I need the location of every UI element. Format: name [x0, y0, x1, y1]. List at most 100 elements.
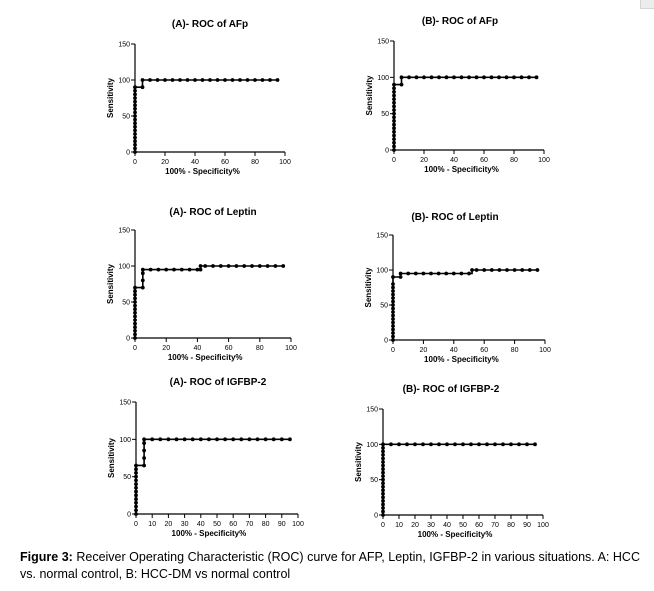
data-point: [381, 506, 385, 510]
data-point: [444, 75, 449, 80]
x-tick-label: 0: [133, 159, 137, 166]
figure-panels: (A)- ROC of AFp 0 50 100 150 0 20 40 60 80 100 100%…: [106, 16, 551, 539]
data-point: [134, 463, 138, 468]
x-tick-label: 80: [510, 157, 518, 164]
data-point: [134, 482, 138, 487]
x-tick-label: 20: [420, 157, 428, 164]
data-point: [436, 271, 441, 276]
data-point: [391, 320, 395, 325]
data-point: [140, 285, 145, 290]
data-point: [533, 442, 537, 447]
data-point: [429, 442, 433, 447]
data-point: [134, 485, 138, 490]
data-point: [133, 128, 137, 133]
data-point: [200, 78, 205, 82]
data-point: [391, 324, 395, 328]
data-point: [392, 82, 396, 87]
y-tick-label: 100: [377, 75, 389, 82]
data-point: [133, 146, 137, 151]
data-point: [381, 445, 385, 450]
data-point: [198, 437, 203, 442]
data-point: [509, 442, 513, 447]
x-tick-label: 0: [133, 345, 137, 352]
data-point: [133, 296, 137, 301]
data-point: [381, 502, 385, 507]
data-point: [226, 264, 231, 268]
data-point: [187, 267, 192, 272]
data-point: [391, 317, 395, 321]
data-point: [140, 267, 145, 272]
caption-label: Figure 3:: [20, 550, 73, 564]
data-point: [133, 285, 137, 290]
x-tick-label: 0: [134, 521, 138, 528]
x-tick-label: 80: [251, 159, 259, 166]
x-tick-label: 20: [165, 521, 173, 528]
y-axis-label: Sensitivity: [354, 441, 363, 482]
data-point: [198, 264, 203, 268]
data-point: [397, 442, 401, 447]
data-point: [156, 267, 161, 272]
data-point: [142, 441, 147, 445]
data-point: [392, 137, 396, 142]
data-point: [247, 437, 252, 442]
data-point: [392, 122, 396, 127]
x-tick-label: 40: [197, 521, 205, 528]
data-point: [525, 442, 529, 447]
y-axis-label: Sensitivity: [365, 75, 374, 116]
data-point: [392, 97, 396, 102]
data-point: [535, 268, 540, 272]
data-point: [381, 481, 385, 486]
data-point: [253, 78, 257, 82]
data-point: [391, 313, 395, 318]
data-point: [381, 509, 385, 514]
data-point: [391, 338, 395, 342]
data-point: [497, 268, 502, 272]
data-point: [381, 513, 385, 517]
data-point: [399, 75, 404, 80]
x-tick-label: 70: [491, 522, 499, 529]
data-point: [392, 148, 396, 152]
x-tick-label: 40: [450, 347, 458, 354]
data-point: [198, 267, 203, 272]
x-tick-label: 100: [279, 159, 291, 166]
chart-title: (B)- ROC of Leptin: [411, 212, 498, 223]
x-tick-label: 90: [278, 521, 286, 528]
data-point: [133, 88, 137, 93]
data-point: [288, 437, 292, 442]
data-point: [381, 442, 385, 447]
data-point: [142, 448, 147, 453]
y-tick-label: 0: [385, 148, 389, 155]
data-point: [260, 78, 265, 82]
data-point: [467, 271, 471, 276]
figure-caption: Figure 3: Receiver Operating Characteris…: [20, 549, 640, 583]
data-point: [273, 264, 278, 268]
y-tick-label: 0: [374, 513, 378, 520]
data-point: [391, 296, 395, 300]
data-point: [392, 140, 396, 145]
data-point: [414, 75, 419, 80]
data-point: [381, 484, 385, 489]
y-tick-label: 50: [122, 300, 130, 307]
data-point: [381, 477, 385, 482]
roc-chart-2: (B)- ROC of AFp 0 50 100 150 0 20 40 60 80 100 100%…: [365, 16, 550, 174]
x-tick-label: 40: [191, 159, 199, 166]
data-point: [134, 489, 138, 494]
data-point: [399, 82, 404, 87]
y-tick-label: 150: [376, 233, 388, 240]
x-tick-label: 60: [480, 157, 488, 164]
data-point: [421, 442, 425, 447]
data-point: [429, 271, 433, 276]
chart-title: (A)- ROC of AFp: [172, 19, 248, 30]
x-tick-label: 100: [539, 347, 551, 354]
data-point: [444, 271, 449, 276]
x-axis-label: 100% - Specificity%: [165, 167, 240, 176]
data-point: [155, 78, 160, 82]
data-point: [142, 456, 147, 460]
roc-chart-3: (A)- ROC of Leptin 0 50 100 150 0 20 40 60 80 100 1…: [106, 207, 297, 362]
data-point: [133, 85, 137, 90]
y-tick-label: 150: [118, 228, 130, 235]
data-point: [178, 78, 182, 82]
data-point: [534, 75, 539, 80]
data-point: [133, 132, 137, 136]
data-point: [391, 303, 395, 307]
